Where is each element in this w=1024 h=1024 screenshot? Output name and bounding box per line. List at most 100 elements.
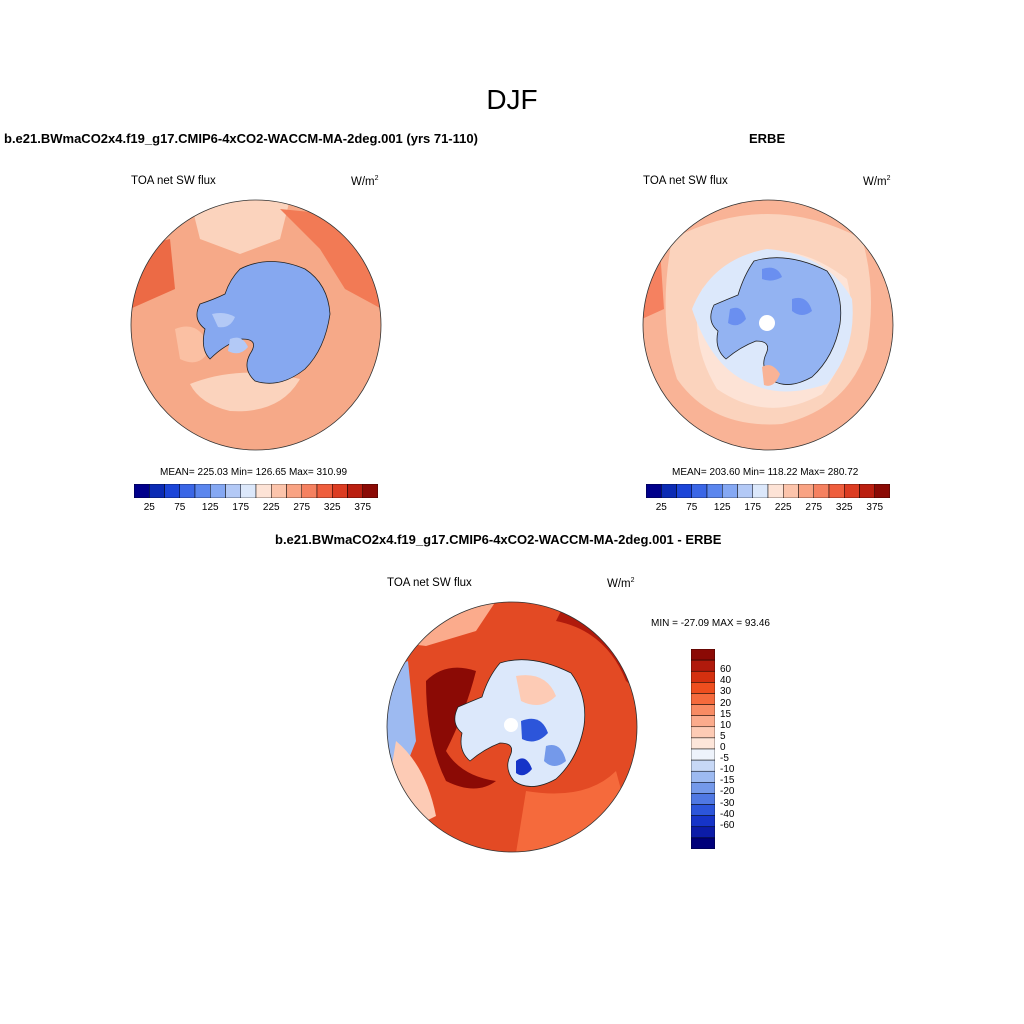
colorbar-model-tick-label: 75: [174, 502, 186, 513]
obs-low-patch-west: [728, 307, 746, 326]
colorbar-model-tick-label: 25: [143, 502, 155, 513]
model-ice-shelf-weddell: [212, 313, 235, 328]
colorbar-diff: [691, 649, 715, 849]
colorbar-diff-ticks: 60 40 30 20 15 10 5 0 -5 -10 -15 -20 -30 -40 -60: [718, 649, 758, 849]
obs-map-border: [642, 199, 894, 451]
panel-diff-stats: MIN = -27.09 MAX = 93.46: [651, 618, 770, 629]
colorbar-obs-swatch: [844, 484, 860, 498]
colorbar-model-tick-label: 125: [201, 502, 219, 513]
colorbar-diff-tick-label: 10: [720, 719, 732, 731]
colorbar-obs-swatch: [798, 484, 814, 498]
colorbar-obs-tick-label: 25: [655, 502, 667, 513]
colorbar-obs-swatch: [676, 484, 692, 498]
model-pale-patch: [175, 326, 210, 363]
colorbar-model-tick-label: 375: [354, 502, 372, 513]
colorbar-diff-swatch: [691, 782, 715, 794]
colorbar-model-swatch: [225, 484, 241, 498]
colorbar-diff-tick-label: 5: [720, 730, 726, 742]
diff-polar-gap: [504, 718, 518, 732]
obs-ross-sea-patch: [762, 365, 780, 386]
obs-polar-gap: [759, 315, 775, 331]
diff-strong-negative-south: [516, 758, 532, 776]
colorbar-model-tick-label: 325: [323, 502, 341, 513]
colorbar-diff-swatch: [691, 726, 715, 739]
colorbar-diff-swatch: [691, 737, 715, 750]
panel-diff-polar-map: [386, 601, 638, 853]
colorbar-obs-swatch: [706, 484, 723, 498]
panel-obs-polar-map: [642, 199, 894, 451]
colorbar-diff-tick-label: -20: [720, 786, 735, 798]
colorbar-diff-tick-label: -10: [720, 764, 735, 776]
colorbar-diff-swatch: [691, 649, 715, 661]
colorbar-diff-tick-label: 20: [720, 697, 732, 709]
model-ice-shelf-ross: [228, 337, 248, 354]
colorbar-obs-swatch: [859, 484, 875, 498]
colorbar-diff-swatch: [691, 770, 715, 783]
colorbar-diff-tick-label: -30: [720, 797, 735, 809]
colorbar-diff-swatch: [691, 704, 715, 716]
colorbar-model-swatch: [134, 484, 150, 498]
colorbar-obs-swatch: [874, 484, 890, 498]
colorbar-diff-swatch: [691, 715, 715, 728]
diff-positive-ice-patch: [516, 675, 556, 705]
colorbar-diff-swatch: [691, 659, 715, 672]
colorbar-obs: [646, 484, 890, 498]
colorbar-diff-swatch: [691, 693, 715, 705]
colorbar-diff-tick-label: -60: [720, 819, 735, 831]
panel-model-stats: MEAN= 225.03 Min= 126.65 Max= 310.99: [160, 467, 348, 478]
model-antarctica-shape: [196, 261, 331, 384]
colorbar-diff-swatch: [691, 759, 715, 772]
colorbar-model-swatch: [179, 484, 196, 498]
colorbar-model-swatch: [347, 484, 363, 498]
colorbar-obs-tick-label: 225: [774, 502, 792, 513]
colorbar-obs-swatch: [646, 484, 662, 498]
colorbar-diff-tick-label: 15: [720, 708, 732, 720]
panel-model-variable-label: TOA net SW flux: [131, 175, 216, 187]
colorbar-diff-swatch: [691, 826, 715, 839]
colorbar-diff-swatch: [691, 748, 715, 761]
colorbar-model: [134, 484, 378, 498]
colorbar-obs-swatch: [813, 484, 830, 498]
colorbar-obs-swatch: [661, 484, 677, 498]
colorbar-obs-tick-label: 375: [866, 502, 884, 513]
colorbar-model-swatch: [332, 484, 348, 498]
colorbar-model-swatch: [255, 484, 272, 498]
colorbar-diff-swatch: [691, 804, 715, 816]
colorbar-obs-swatch: [691, 484, 708, 498]
colorbar-model-swatch: [194, 484, 211, 498]
colorbar-model-swatch: [240, 484, 257, 498]
colorbar-obs-swatch: [767, 484, 784, 498]
colorbar-model-swatch: [164, 484, 180, 498]
diff-strong-west: [426, 667, 496, 789]
colorbar-obs-swatch: [752, 484, 769, 498]
model-pale-band: [190, 200, 290, 254]
colorbar-obs-swatch: [737, 484, 753, 498]
colorbar-obs-ticks: 25 75 125 175 225 275 325 375: [646, 502, 890, 516]
panel-model-title: b.e21.BWmaCO2x4.f19_g17.CMIP6-4xCO2-WACC…: [4, 131, 478, 146]
panel-model-polar-map: [130, 199, 382, 451]
colorbar-obs-tick-label: 125: [713, 502, 731, 513]
panel-diff-variable-label: TOA net SW flux: [387, 577, 472, 589]
colorbar-obs-tick-label: 325: [835, 502, 853, 513]
panel-obs-variable-label: TOA net SW flux: [643, 175, 728, 187]
colorbar-obs-tick-label: 175: [744, 502, 762, 513]
diff-map-border: [386, 601, 638, 853]
colorbar-model-swatch: [149, 484, 165, 498]
colorbar-model-swatch: [210, 484, 226, 498]
colorbar-model-tick-label: 275: [293, 502, 311, 513]
obs-antarctica-shape: [710, 257, 842, 385]
colorbar-diff-swatch: [691, 670, 715, 683]
colorbar-diff-swatch: [691, 682, 715, 694]
obs-high-flux-west: [643, 249, 664, 319]
season-title: DJF: [486, 84, 538, 115]
colorbar-model-tick-label: 175: [232, 502, 250, 513]
obs-low-patch-east: [792, 297, 812, 315]
panel-diff-units-label: W/m2: [607, 577, 635, 590]
colorbar-diff-swatch: [691, 837, 715, 849]
colorbar-diff-tick-label: 40: [720, 675, 732, 687]
colorbar-model-swatch: [362, 484, 378, 498]
colorbar-diff-swatch: [691, 793, 715, 805]
panel-obs-title: ERBE: [749, 131, 786, 146]
colorbar-obs-swatch: [722, 484, 738, 498]
obs-low-patch-north: [762, 267, 782, 281]
